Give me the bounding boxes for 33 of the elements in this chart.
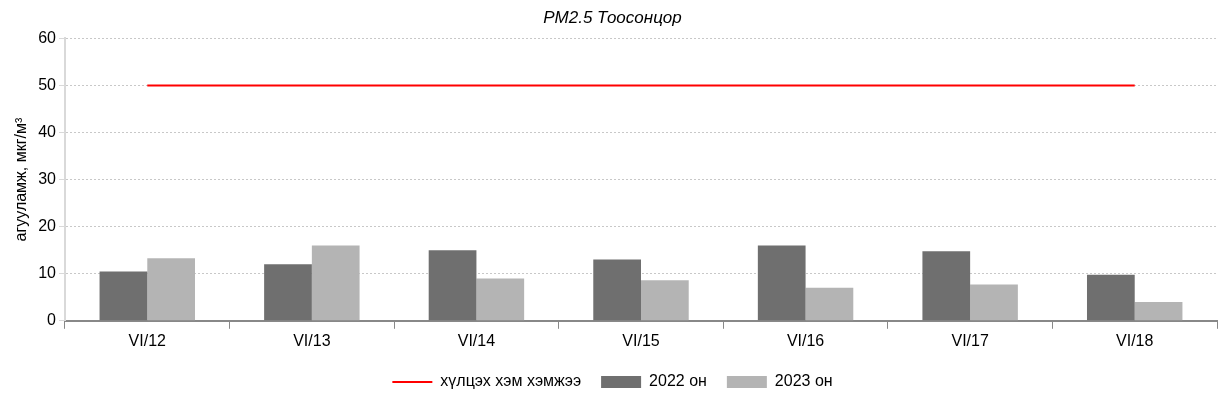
bar xyxy=(311,245,360,321)
bar xyxy=(1134,301,1183,321)
legend-label: 2023 он xyxy=(774,372,833,390)
y-tick-label: 30 xyxy=(38,170,57,188)
bar xyxy=(147,258,196,321)
x-tick-label: VI/16 xyxy=(786,331,825,349)
y-tick-label: 40 xyxy=(38,122,57,140)
x-tick-label: VI/14 xyxy=(457,331,496,349)
y-tick-label: 0 xyxy=(47,311,57,329)
y-axis-title: агууламж, мкг/м³ xyxy=(12,117,30,242)
bar xyxy=(428,250,477,321)
chart-title: PM2.5 Тоосонцор xyxy=(543,7,682,27)
x-tick-label: VI/17 xyxy=(951,331,989,349)
bar xyxy=(99,271,148,321)
x-tick-label: VI/18 xyxy=(1116,331,1154,349)
bar xyxy=(1086,274,1135,321)
x-tick-label: VI/15 xyxy=(622,331,660,349)
y-tick-label: 50 xyxy=(38,75,57,93)
x-tick-label: VI/12 xyxy=(128,331,167,349)
y-tick-label: 10 xyxy=(38,264,57,282)
y-tick-label: 20 xyxy=(38,217,57,235)
bar xyxy=(641,280,689,321)
bar xyxy=(970,284,1018,321)
bar xyxy=(264,264,312,321)
y-tick-label: 60 xyxy=(38,28,57,46)
legend-label: хүлцэх хэм хэмжээ xyxy=(440,372,582,390)
bar xyxy=(805,287,854,321)
legend-label: 2022 он xyxy=(649,372,707,390)
bar xyxy=(593,259,641,321)
x-tick-label: VI/13 xyxy=(293,331,331,349)
bar xyxy=(922,251,971,321)
bar xyxy=(476,278,525,321)
bar xyxy=(757,245,806,321)
